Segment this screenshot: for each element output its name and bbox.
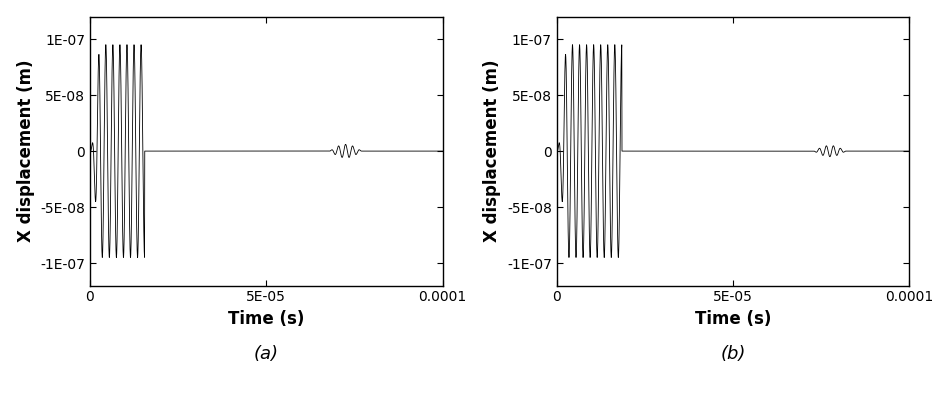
Text: (a): (a) [254,345,278,362]
Y-axis label: X displacement (m): X displacement (m) [484,60,502,242]
Y-axis label: X displacement (m): X displacement (m) [17,60,34,242]
X-axis label: Time (s): Time (s) [694,310,771,328]
X-axis label: Time (s): Time (s) [228,310,304,328]
Text: (b): (b) [720,345,746,362]
